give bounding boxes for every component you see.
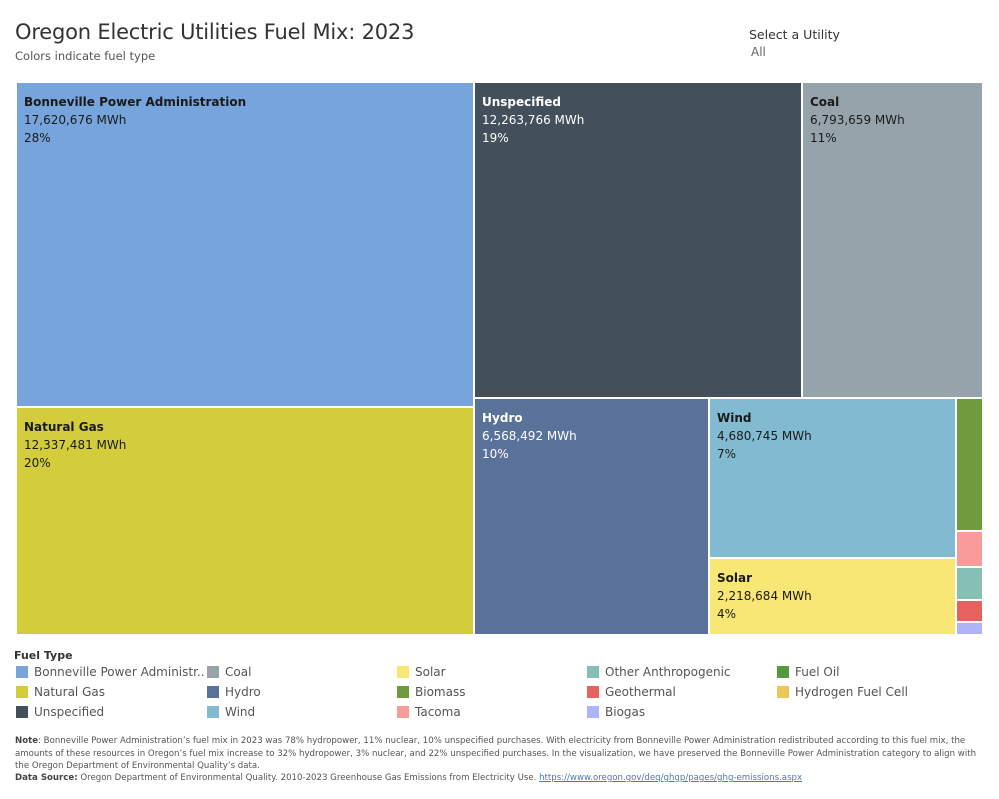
legend-swatch bbox=[777, 686, 789, 698]
data-source: Data Source: Oregon Department of Enviro… bbox=[15, 773, 990, 783]
tile-percent: 10% bbox=[482, 447, 509, 461]
legend-item-wind[interactable]: Wind bbox=[207, 705, 255, 719]
legend-label: Hydrogen Fuel Cell bbox=[795, 685, 908, 699]
legend-swatch bbox=[207, 686, 219, 698]
tile-value: 12,263,766 MWh bbox=[482, 113, 585, 127]
legend-label: Geothermal bbox=[605, 685, 676, 699]
tile-solar[interactable]: Solar 2,218,684 MWh 4% bbox=[709, 558, 956, 635]
tile-name: Solar bbox=[717, 571, 753, 585]
fuel-mix-treemap: Bonneville Power Administration 17,620,67… bbox=[16, 82, 983, 635]
legend-swatch bbox=[207, 706, 219, 718]
tile-value: 2,218,684 MWh bbox=[717, 589, 812, 603]
legend-swatch bbox=[587, 706, 599, 718]
legend-label: Other Anthropogenic bbox=[605, 665, 731, 679]
tile-percent: 11% bbox=[810, 131, 837, 145]
tile-label: Hydro 6,568,492 MWh 10% bbox=[482, 409, 577, 463]
legend-label: Fuel Oil bbox=[795, 665, 840, 679]
utility-filter-label: Select a Utility bbox=[749, 27, 840, 42]
legend-label: Tacoma bbox=[415, 705, 461, 719]
tile-label: Coal 6,793,659 MWh 11% bbox=[810, 93, 905, 147]
source-text: Oregon Department of Environmental Quali… bbox=[77, 773, 540, 783]
tile-label: Wind 4,680,745 MWh 7% bbox=[717, 409, 812, 463]
page-subtitle: Colors indicate fuel type bbox=[15, 49, 156, 63]
legend-swatch bbox=[587, 666, 599, 678]
legend-title: Fuel Type bbox=[14, 649, 73, 662]
tile-percent: 28% bbox=[24, 131, 51, 145]
legend-item-hydrogen-fuel-cell[interactable]: Hydrogen Fuel Cell bbox=[777, 685, 908, 699]
utility-filter-select[interactable]: All bbox=[751, 45, 766, 59]
tile-percent: 20% bbox=[24, 456, 51, 470]
legend-item-coal[interactable]: Coal bbox=[207, 665, 251, 679]
tile-percent: 19% bbox=[482, 131, 509, 145]
tile-percent: 4% bbox=[717, 607, 737, 621]
legend-item-solar[interactable]: Solar bbox=[397, 665, 446, 679]
tile-label: Bonneville Power Administration 17,620,67… bbox=[24, 93, 246, 147]
legend-swatch bbox=[16, 686, 28, 698]
tile-hydro[interactable]: Hydro 6,568,492 MWh 10% bbox=[474, 398, 709, 635]
legend-item-bonneville-power-administr[interactable]: Bonneville Power Administr.. bbox=[16, 665, 205, 679]
page-title: Oregon Electric Utilities Fuel Mix: 2023 bbox=[15, 20, 415, 44]
fuel-type-legend: Bonneville Power Administr.. Natural Gas U… bbox=[16, 665, 986, 727]
tile-value: 6,568,492 MWh bbox=[482, 429, 577, 443]
tile-other-anthropogenic[interactable] bbox=[956, 567, 983, 600]
legend-label: Biogas bbox=[605, 705, 646, 719]
legend-swatch bbox=[587, 686, 599, 698]
tile-tacoma[interactable] bbox=[956, 531, 983, 567]
tile-name: Unspecified bbox=[482, 95, 562, 109]
legend-item-geothermal[interactable]: Geothermal bbox=[587, 685, 676, 699]
legend-label: Wind bbox=[225, 705, 256, 719]
legend-swatch bbox=[16, 666, 28, 678]
source-link[interactable]: https://www.oregon.gov/deq/ghgp/pages/gh… bbox=[539, 773, 803, 783]
tile-label: Solar 2,218,684 MWh 4% bbox=[717, 569, 812, 623]
note-text: : Bonneville Power Administration’s fuel… bbox=[15, 736, 977, 771]
legend-label: Solar bbox=[415, 665, 446, 679]
legend-item-natural-gas[interactable]: Natural Gas bbox=[16, 685, 105, 699]
footnote: Note: Bonneville Power Administration’s … bbox=[15, 735, 990, 773]
tile-name: Coal bbox=[810, 95, 840, 109]
legend-item-biogas[interactable]: Biogas bbox=[587, 705, 645, 719]
legend-item-other-anthropogenic[interactable]: Other Anthropogenic bbox=[587, 665, 731, 679]
legend-item-hydro[interactable]: Hydro bbox=[207, 685, 261, 699]
legend-label: Bonneville Power Administr.. bbox=[34, 665, 205, 679]
tile-name: Wind bbox=[717, 411, 752, 425]
tile-value: 17,620,676 MWh bbox=[24, 113, 127, 127]
legend-label: Hydro bbox=[225, 685, 261, 699]
tile-name: Hydro bbox=[482, 411, 523, 425]
legend-item-fuel-oil[interactable]: Fuel Oil bbox=[777, 665, 840, 679]
legend-swatch bbox=[16, 706, 28, 718]
tile-name: Bonneville Power Administration bbox=[24, 95, 247, 109]
tile-biogas[interactable] bbox=[956, 622, 983, 635]
note-label: Note bbox=[15, 736, 39, 746]
legend-swatch bbox=[207, 666, 219, 678]
tile-geothermal[interactable] bbox=[956, 600, 983, 622]
tile-coal[interactable]: Coal 6,793,659 MWh 11% bbox=[802, 82, 983, 398]
legend-swatch bbox=[397, 706, 409, 718]
tile-unspecified[interactable]: Unspecified 12,263,766 MWh 19% bbox=[474, 82, 802, 398]
legend-label: Biomass bbox=[415, 685, 466, 699]
legend-label: Natural Gas bbox=[34, 685, 105, 699]
source-label: Data Source: bbox=[15, 773, 78, 783]
legend-item-unspecified[interactable]: Unspecified bbox=[16, 705, 104, 719]
tile-biomass[interactable] bbox=[956, 398, 983, 531]
legend-item-tacoma[interactable]: Tacoma bbox=[397, 705, 461, 719]
tile-label: Natural Gas 12,337,481 MWh 20% bbox=[24, 418, 126, 472]
legend-label: Unspecified bbox=[34, 705, 105, 719]
legend-swatch bbox=[397, 686, 409, 698]
tile-wind[interactable]: Wind 4,680,745 MWh 7% bbox=[709, 398, 956, 558]
legend-item-biomass[interactable]: Biomass bbox=[397, 685, 465, 699]
tile-label: Unspecified 12,263,766 MWh 19% bbox=[482, 93, 584, 147]
legend-label: Coal bbox=[225, 665, 252, 679]
tile-value: 6,793,659 MWh bbox=[810, 113, 905, 127]
legend-swatch bbox=[397, 666, 409, 678]
tile-name: Natural Gas bbox=[24, 420, 104, 434]
legend-swatch bbox=[777, 666, 789, 678]
tile-percent: 7% bbox=[717, 447, 737, 461]
tile-value: 12,337,481 MWh bbox=[24, 438, 127, 452]
tile-natural-gas[interactable]: Natural Gas 12,337,481 MWh 20% bbox=[16, 407, 474, 635]
tile-value: 4,680,745 MWh bbox=[717, 429, 812, 443]
tile-bonneville-power-administration[interactable]: Bonneville Power Administration 17,620,67… bbox=[16, 82, 474, 407]
